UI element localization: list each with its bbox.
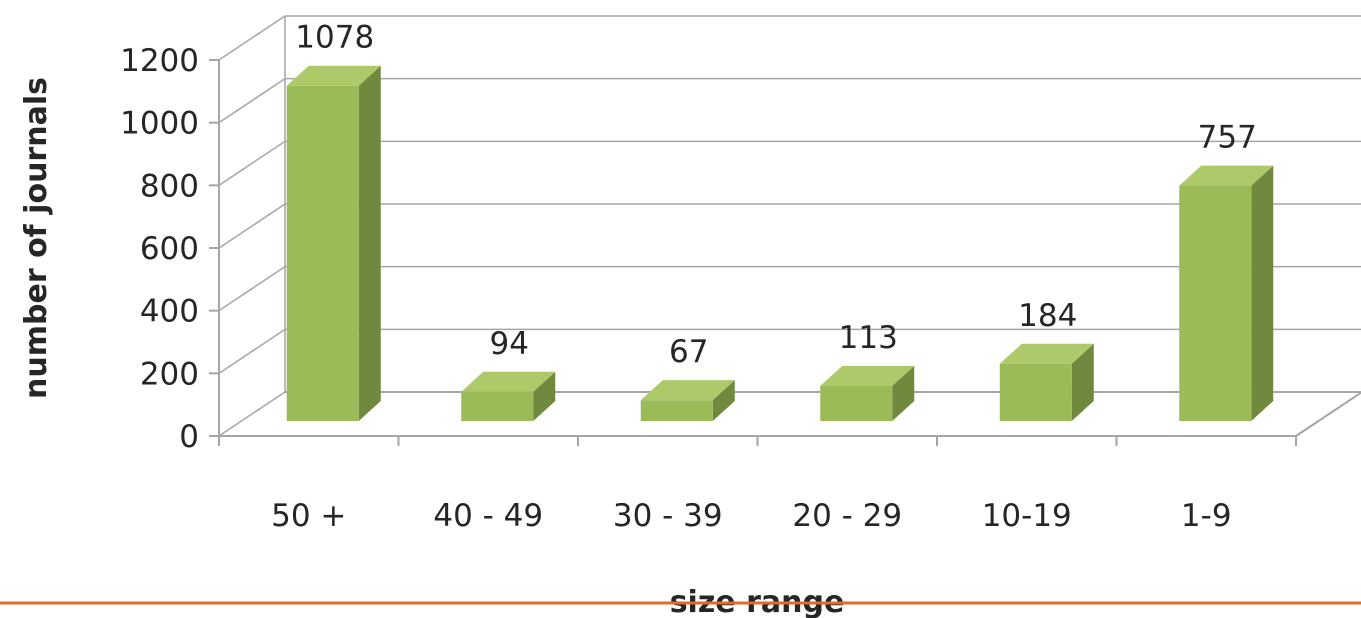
floor-right-edge bbox=[1295, 391, 1361, 437]
x-tick-label: 30 - 39 bbox=[613, 498, 723, 534]
y-tick-label: 600 bbox=[140, 231, 199, 267]
bar bbox=[286, 65, 381, 421]
bar-top bbox=[999, 343, 1094, 364]
bar-top bbox=[1179, 165, 1274, 186]
gridline-diag bbox=[218, 266, 286, 312]
x-tick-label: 50 + bbox=[271, 498, 346, 534]
y-tick-label: 0 bbox=[179, 419, 199, 455]
gridline-diag bbox=[218, 328, 286, 374]
bar-front bbox=[999, 363, 1072, 421]
gridline-diag bbox=[218, 203, 286, 249]
y-tick-label: 800 bbox=[140, 168, 199, 204]
bar bbox=[999, 343, 1094, 421]
y-tick-label: 1000 bbox=[120, 106, 199, 142]
bar bbox=[640, 380, 735, 421]
data-label: 757 bbox=[1198, 120, 1257, 156]
bar-top bbox=[640, 380, 735, 401]
axes bbox=[209, 59, 1361, 446]
bar-front bbox=[1179, 185, 1252, 421]
bar-side bbox=[1071, 343, 1094, 421]
bar-front bbox=[286, 85, 359, 421]
bar-front bbox=[820, 385, 893, 421]
data-label: 184 bbox=[1018, 298, 1077, 334]
bar bbox=[820, 365, 915, 421]
bar-side bbox=[358, 65, 381, 421]
x-tick-label: 1-9 bbox=[1181, 498, 1232, 534]
gridline-diag bbox=[218, 15, 286, 61]
x-tick-label: 40 - 49 bbox=[433, 498, 543, 534]
y-tick-label: 200 bbox=[140, 356, 199, 392]
bar-top bbox=[286, 65, 381, 86]
bar-top bbox=[461, 371, 556, 392]
gridline-diag bbox=[218, 78, 286, 124]
bar-front bbox=[461, 391, 534, 421]
x-tick-label: 20 - 29 bbox=[792, 498, 902, 534]
bars bbox=[286, 65, 1274, 421]
labels: 0 200 400 600 800 1000 1200 1078 50 + 94 40 - 49 67… bbox=[120, 20, 1257, 534]
bar-side bbox=[892, 365, 915, 421]
bar-side bbox=[712, 380, 735, 421]
bar-side bbox=[533, 371, 556, 421]
data-label: 67 bbox=[669, 334, 708, 370]
y-axis-title: number of journals bbox=[19, 77, 54, 399]
data-label: 94 bbox=[490, 326, 529, 362]
gridline-diag bbox=[218, 140, 286, 186]
gridline-diag bbox=[218, 391, 286, 437]
data-label: 113 bbox=[839, 320, 898, 356]
y-tick-label: 1200 bbox=[120, 43, 199, 79]
bar-front bbox=[640, 400, 713, 421]
data-label: 1078 bbox=[295, 20, 374, 56]
bar bbox=[461, 371, 556, 421]
y-tick-label: 400 bbox=[140, 294, 199, 330]
bar-side bbox=[1251, 165, 1274, 421]
x-tick-label: 10-19 bbox=[982, 498, 1072, 534]
bar bbox=[1179, 165, 1274, 421]
bar-top bbox=[820, 365, 915, 386]
